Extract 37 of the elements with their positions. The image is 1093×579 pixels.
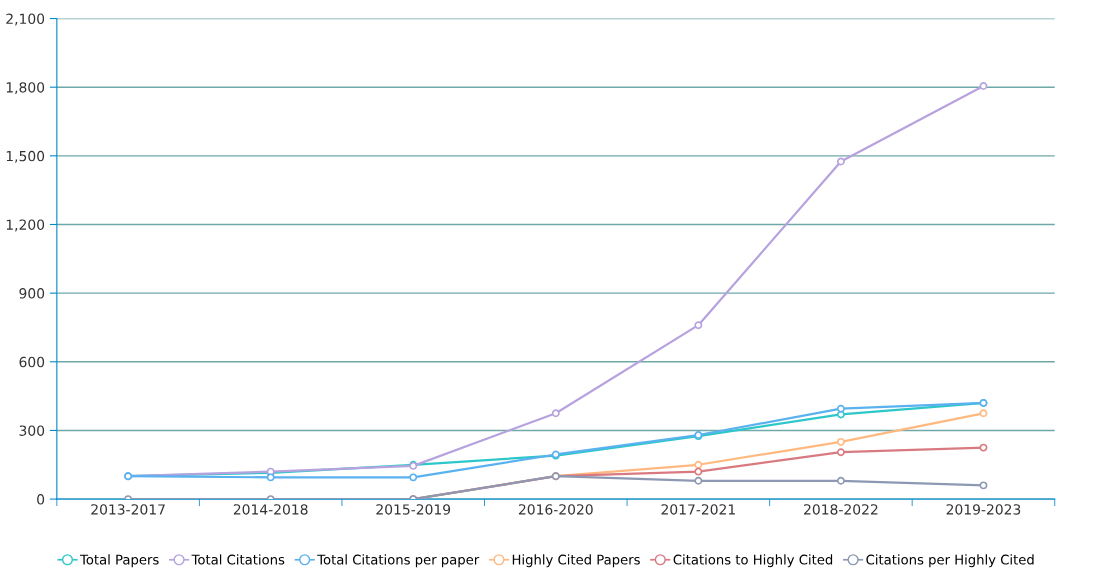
point (979, 409, 988, 418)
point (836, 437, 845, 446)
y-tick-label: 300 (19, 425, 45, 436)
point (836, 157, 845, 166)
point (694, 476, 703, 485)
x-tick-label: 2014-2018 (233, 504, 308, 515)
y-tick-label: 900 (19, 288, 45, 299)
x-tick-label: 2018-2022 (804, 504, 878, 515)
y-tick-label: 2,100 (6, 13, 45, 26)
point (694, 460, 703, 469)
y-tick-label: 1,800 (6, 82, 45, 95)
point (979, 82, 988, 90)
legend-label: Total Papers (79, 554, 159, 568)
x-tick-label: 2013-2017 (91, 504, 165, 515)
point (409, 473, 418, 482)
y-tick-label: 1,200 (6, 219, 45, 232)
point (266, 473, 275, 482)
x-tick-label: 2019-2023 (946, 504, 1021, 515)
point (979, 443, 988, 452)
x-tick-label: 2017-2021 (661, 504, 735, 515)
legend-label: Citations per Highly Cited (866, 554, 1034, 568)
y-tick-label: 0 (37, 494, 45, 505)
y-tick-label: 1,500 (6, 150, 45, 163)
x-tick-label: 2015-2019 (376, 504, 451, 515)
point (694, 321, 703, 330)
point (836, 476, 845, 485)
point (694, 467, 703, 476)
point (979, 481, 988, 490)
x-tick-label: 2016-2020 (518, 504, 593, 515)
point (836, 404, 845, 413)
legend-label: Total Citations per paper (317, 554, 480, 568)
legend-label: Total Citations (191, 554, 285, 565)
legend-label: Citations to Highly Cited (673, 554, 833, 568)
legend-label: Highly Cited Papers (512, 554, 640, 568)
y-tick-label: 600 (19, 356, 45, 368)
point (551, 409, 560, 418)
point (836, 448, 845, 457)
